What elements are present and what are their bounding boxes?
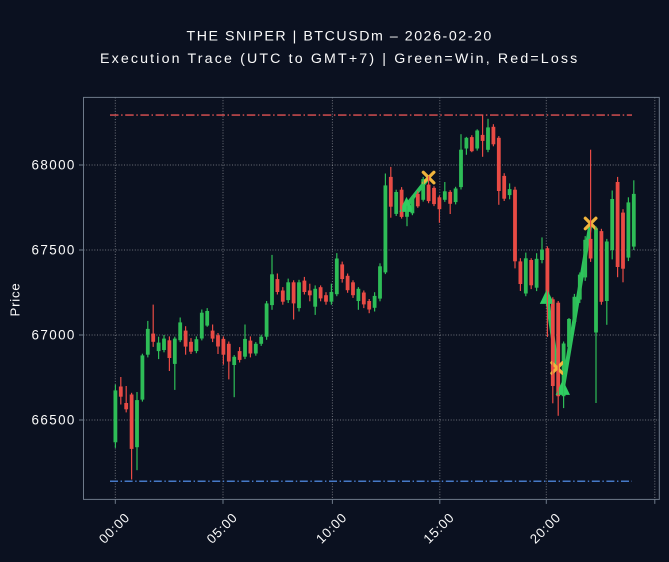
svg-text:THE SNIPER | BTCUSDm – 2026-02: THE SNIPER | BTCUSDm – 2026-02-20 (187, 29, 493, 45)
svg-text:67000: 67000 (32, 328, 76, 343)
svg-text:66500: 66500 (32, 413, 76, 428)
svg-text:Execution Trace (UTC to GMT+7): Execution Trace (UTC to GMT+7) | Green=W… (100, 51, 579, 67)
svg-text:68000: 68000 (32, 158, 76, 173)
svg-text:Price: Price (7, 282, 22, 316)
svg-text:67500: 67500 (32, 243, 76, 258)
